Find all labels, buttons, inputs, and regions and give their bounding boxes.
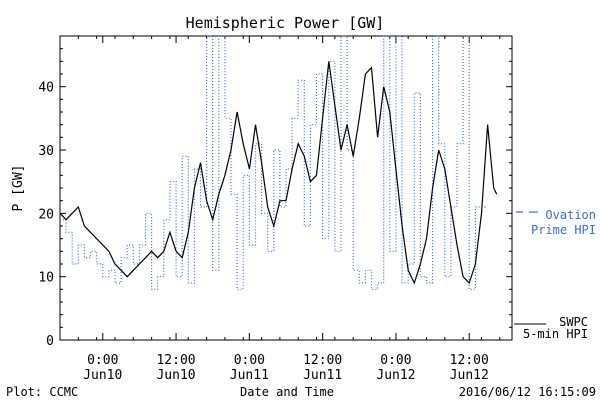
x-tick-label-time: 12:00 [303, 353, 342, 368]
legend-label-ovation: Ovation [545, 208, 596, 222]
chart-title: Hemispheric Power [GW] [186, 14, 385, 32]
x-axis: 0:00Jun1012:00Jun100:00Jun1112:00Jun110:… [59, 36, 501, 383]
x-tick-label-date: Jun10 [156, 368, 195, 383]
x-tick-label-time: 12:00 [156, 353, 195, 368]
x-tick-label-date: Jun12 [450, 368, 489, 383]
x-tick-label-time: 0:00 [234, 353, 265, 368]
y-axis-label: P [GW] [11, 165, 26, 212]
x-tick-label-date: Jun12 [376, 368, 415, 383]
legend-label-swpc: SWPC [559, 315, 588, 329]
x-tick-label-date: Jun11 [303, 368, 342, 383]
y-tick-label: 10 [38, 271, 54, 286]
legend-label-ovation: Prime HPI [531, 223, 596, 237]
y-tick-label: 40 [38, 81, 54, 96]
footer-timestamp: 2016/06/12 16:15:09 [459, 385, 596, 399]
x-tick-label-date: Jun10 [83, 368, 122, 383]
x-tick-label-date: Jun11 [230, 368, 269, 383]
x-tick-label-time: 0:00 [87, 353, 118, 368]
footer-x-axis-label: Date and Time [240, 385, 334, 399]
x-tick-label-time: 12:00 [450, 353, 489, 368]
y-tick-label: 30 [38, 144, 54, 159]
y-tick-label: 0 [46, 334, 54, 349]
series-line-swpc [59, 61, 498, 285]
y-axis: 0 10 20 30 40 [38, 35, 512, 349]
x-tick-label-time: 0:00 [380, 353, 411, 368]
y-tick-label: 20 [38, 207, 54, 222]
legend-label-swpc: 5-min HPI [523, 327, 588, 341]
footer-plot-source: Plot: CCMC [6, 385, 78, 399]
